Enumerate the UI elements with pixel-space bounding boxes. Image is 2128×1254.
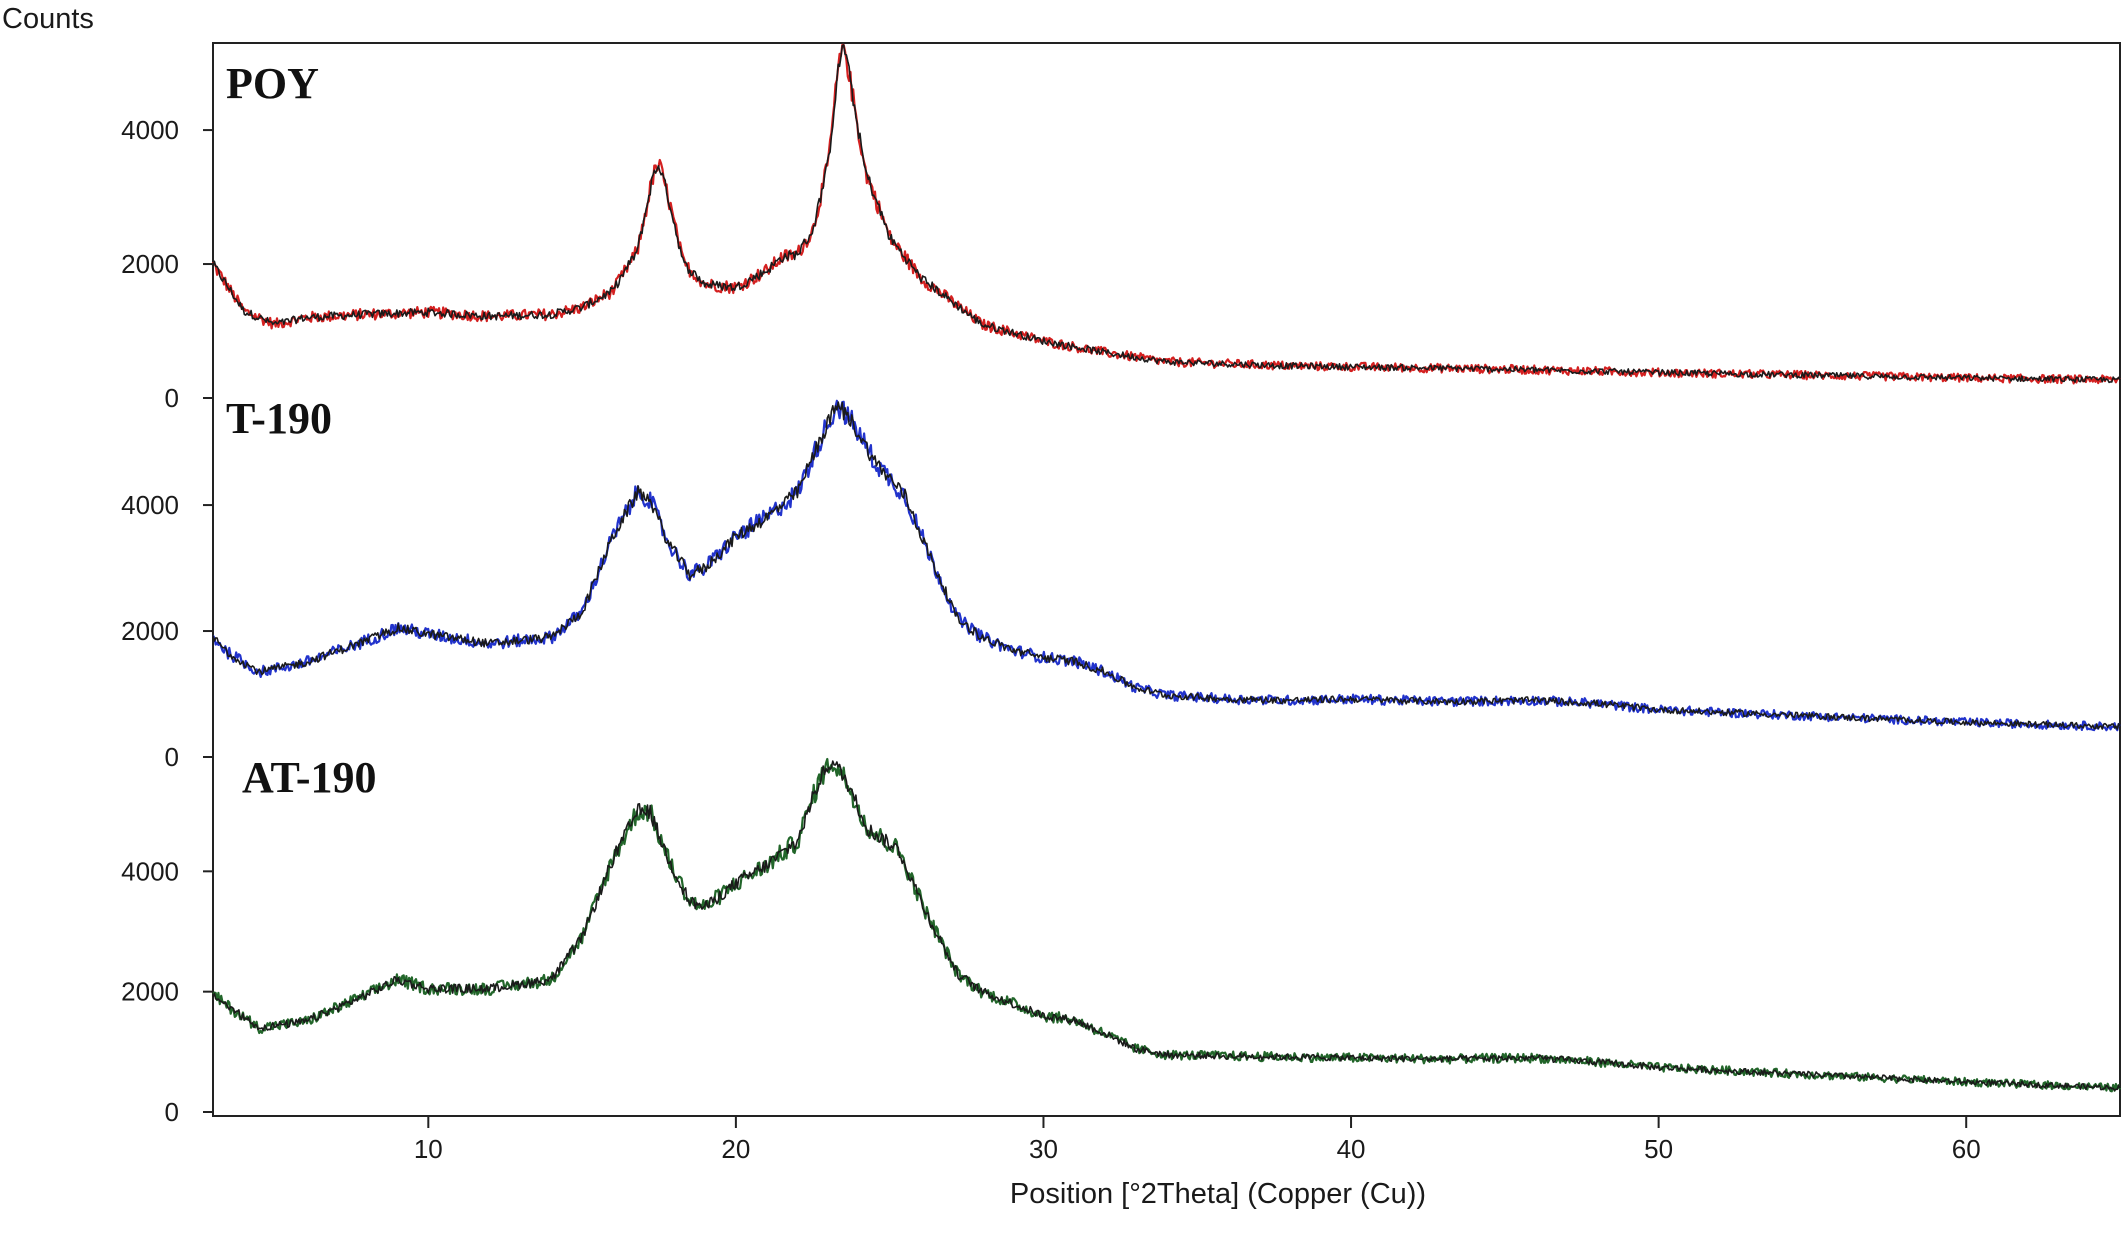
series-layer <box>212 43 2122 1093</box>
panel-label: T-190 <box>226 394 332 443</box>
y-axis-title: Counts <box>2 3 94 35</box>
x-axis-title: Position [°2Theta] (Copper (Cu)) <box>1010 1178 1426 1210</box>
y-tick-label: 2000 <box>121 616 179 646</box>
series-line-color <box>212 399 2121 732</box>
y-tick-label: 4000 <box>121 490 179 520</box>
y-tick-label: 0 <box>165 742 179 772</box>
x-tick-label: 60 <box>1952 1134 1981 1164</box>
x-tick-label: 20 <box>721 1134 750 1164</box>
y-tick-label: 4000 <box>121 856 179 886</box>
series-line <box>212 44 2121 384</box>
y-tick-label: 0 <box>165 383 179 413</box>
plot-frame <box>212 42 2121 1117</box>
y-tick-label: 2000 <box>121 249 179 279</box>
series-line <box>212 760 2121 1092</box>
panel-label: POY <box>226 59 319 108</box>
axis-layer: 0 2000 4000 POY 0 2000 4000 T-190 0 2000 4000 AT-19… <box>121 59 1981 1164</box>
x-tick-label: 50 <box>1644 1134 1673 1164</box>
series-line-color <box>212 757 2122 1093</box>
x-tick-label: 30 <box>1029 1134 1058 1164</box>
series-line-color <box>212 43 2121 385</box>
x-tick-label: 40 <box>1337 1134 1366 1164</box>
series-line <box>212 401 2121 730</box>
y-tick-label: 2000 <box>121 977 179 1007</box>
y-tick-label: 0 <box>165 1097 179 1127</box>
x-tick-label: 10 <box>414 1134 443 1164</box>
y-tick-label: 4000 <box>121 115 179 145</box>
panel-label: AT-190 <box>242 753 376 802</box>
